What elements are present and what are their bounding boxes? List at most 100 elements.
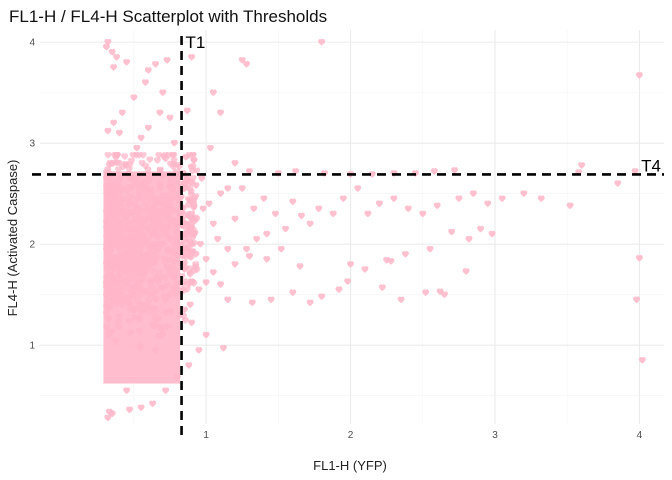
data-point bbox=[635, 72, 643, 79]
data-point bbox=[202, 331, 210, 339]
data-point bbox=[217, 109, 225, 117]
threshold-label-t1: T1 bbox=[186, 33, 206, 52]
data-point bbox=[224, 296, 232, 304]
data-point bbox=[115, 129, 123, 137]
data-point bbox=[614, 180, 622, 188]
data-point bbox=[133, 144, 141, 152]
data-point bbox=[217, 281, 225, 289]
data-point bbox=[209, 89, 217, 97]
data-point bbox=[183, 107, 191, 115]
data-point bbox=[198, 175, 206, 182]
data-point bbox=[263, 256, 271, 263]
data-point bbox=[248, 299, 256, 307]
data-point bbox=[144, 124, 152, 132]
data-point bbox=[243, 245, 251, 253]
data-point bbox=[243, 61, 251, 68]
data-point bbox=[465, 235, 473, 243]
data-point bbox=[397, 296, 405, 304]
threshold-label-t4: T4 bbox=[641, 156, 661, 175]
data-point bbox=[219, 344, 227, 352]
data-point bbox=[426, 245, 434, 253]
data-point bbox=[260, 195, 268, 203]
data-point bbox=[118, 109, 126, 117]
data-point bbox=[231, 215, 239, 223]
data-point bbox=[306, 299, 314, 307]
data-point bbox=[110, 119, 118, 127]
x-tick-label: 3 bbox=[492, 430, 498, 441]
data-point bbox=[289, 198, 297, 206]
y-axis-label: FL4-H (Activated Caspase) bbox=[5, 160, 20, 317]
data-point bbox=[433, 202, 441, 210]
data-point bbox=[297, 212, 305, 220]
y-tick-label: 1 bbox=[29, 341, 35, 352]
data-point bbox=[347, 261, 355, 268]
data-point bbox=[318, 38, 326, 46]
data-point bbox=[152, 61, 160, 68]
data-point bbox=[462, 268, 470, 275]
data-point bbox=[520, 190, 528, 198]
data-point bbox=[404, 205, 412, 213]
data-point bbox=[209, 220, 217, 228]
y-tick-label: 4 bbox=[29, 38, 35, 49]
x-axis-label: FL1-H (YFP) bbox=[313, 458, 387, 473]
data-point bbox=[123, 387, 131, 395]
data-point bbox=[231, 160, 239, 167]
data-point bbox=[315, 205, 323, 213]
data-point bbox=[282, 225, 290, 233]
x-tick-label: 4 bbox=[637, 430, 643, 441]
threshold-lines: T1 T4 bbox=[32, 33, 664, 438]
data-point bbox=[110, 64, 118, 71]
data-point bbox=[430, 168, 438, 175]
data-point bbox=[123, 59, 131, 66]
data-point bbox=[231, 261, 239, 268]
data-point bbox=[451, 167, 459, 174]
data-point bbox=[186, 271, 194, 278]
data-point bbox=[422, 289, 430, 297]
data-point bbox=[159, 89, 167, 97]
data-point bbox=[196, 240, 204, 248]
data-point bbox=[156, 109, 164, 117]
data-point bbox=[578, 162, 586, 169]
data-point bbox=[185, 362, 193, 369]
data-point bbox=[250, 205, 258, 213]
data-point bbox=[217, 190, 225, 198]
data-point bbox=[144, 67, 152, 74]
data-point bbox=[361, 266, 369, 273]
data-point bbox=[206, 144, 214, 152]
data-point bbox=[141, 79, 149, 86]
x-tick-label: 2 bbox=[348, 430, 354, 441]
data-point bbox=[146, 156, 154, 164]
data-point bbox=[477, 225, 485, 233]
tick-labels: 1 2 3 4 1 2 3 4 bbox=[29, 38, 642, 441]
data-point bbox=[390, 195, 398, 203]
data-point bbox=[484, 200, 492, 208]
data-point bbox=[202, 256, 210, 263]
dense-point-cluster bbox=[102, 151, 201, 384]
data-point bbox=[137, 134, 145, 142]
data-point bbox=[113, 53, 121, 61]
data-point bbox=[195, 346, 203, 354]
data-point bbox=[214, 235, 222, 243]
data-point bbox=[296, 263, 304, 270]
data-point bbox=[126, 406, 134, 414]
data-point bbox=[153, 157, 161, 164]
data-point bbox=[267, 296, 275, 304]
data-point bbox=[224, 245, 232, 253]
data-point bbox=[253, 235, 261, 243]
data-point bbox=[224, 185, 232, 193]
data-point bbox=[162, 387, 170, 395]
data-point bbox=[271, 210, 279, 218]
data-point bbox=[635, 255, 643, 262]
data-point bbox=[166, 114, 174, 122]
data-point bbox=[192, 182, 200, 190]
chart-title: FL1-H / FL4-H Scatterplot with Threshold… bbox=[9, 7, 327, 26]
data-point bbox=[277, 245, 285, 253]
data-point bbox=[149, 400, 157, 408]
data-point bbox=[104, 127, 112, 135]
data-point bbox=[335, 286, 343, 294]
y-tick-label: 2 bbox=[29, 240, 35, 251]
data-point bbox=[209, 269, 217, 276]
data-point bbox=[188, 319, 196, 327]
data-point bbox=[170, 139, 178, 147]
data-point bbox=[354, 185, 362, 193]
